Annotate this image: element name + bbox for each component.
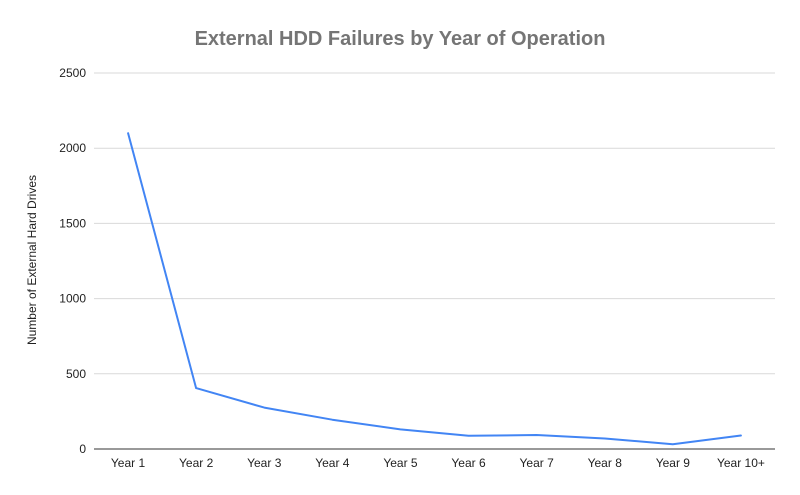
y-tick-label: 0	[79, 442, 86, 456]
y-tick-label: 2000	[59, 141, 86, 155]
y-axis-ticks: 0 500 1000 1500 2000 2500	[59, 66, 86, 456]
y-tick-label: 2500	[59, 66, 86, 80]
x-tick-label: Year 6	[451, 456, 486, 470]
x-tick-label: Year 2	[179, 456, 214, 470]
x-tick-label: Year 3	[247, 456, 282, 470]
x-tick-label: Year 10+	[717, 456, 765, 470]
x-tick-label: Year 8	[588, 456, 623, 470]
x-tick-label: Year 9	[656, 456, 691, 470]
series-layer	[127, 132, 742, 446]
y-tick-label: 1500	[59, 216, 86, 230]
y-tick-label: 500	[66, 367, 86, 381]
x-tick-label: Year 4	[315, 456, 350, 470]
y-tick-label: 1000	[59, 292, 86, 306]
x-tick-label: Year 7	[520, 456, 555, 470]
x-tick-label: Year 1	[111, 456, 146, 470]
series-line	[127, 132, 742, 446]
y-axis-title: Number of External Hard Drives	[25, 175, 39, 345]
x-tick-label: Year 5	[383, 456, 418, 470]
gridlines	[94, 72, 775, 450]
chart-title: External HDD Failures by Year of Operati…	[195, 28, 606, 50]
x-axis-ticks: Year 1 Year 2 Year 3 Year 4 Year 5 Year 6 Year…	[111, 456, 765, 470]
